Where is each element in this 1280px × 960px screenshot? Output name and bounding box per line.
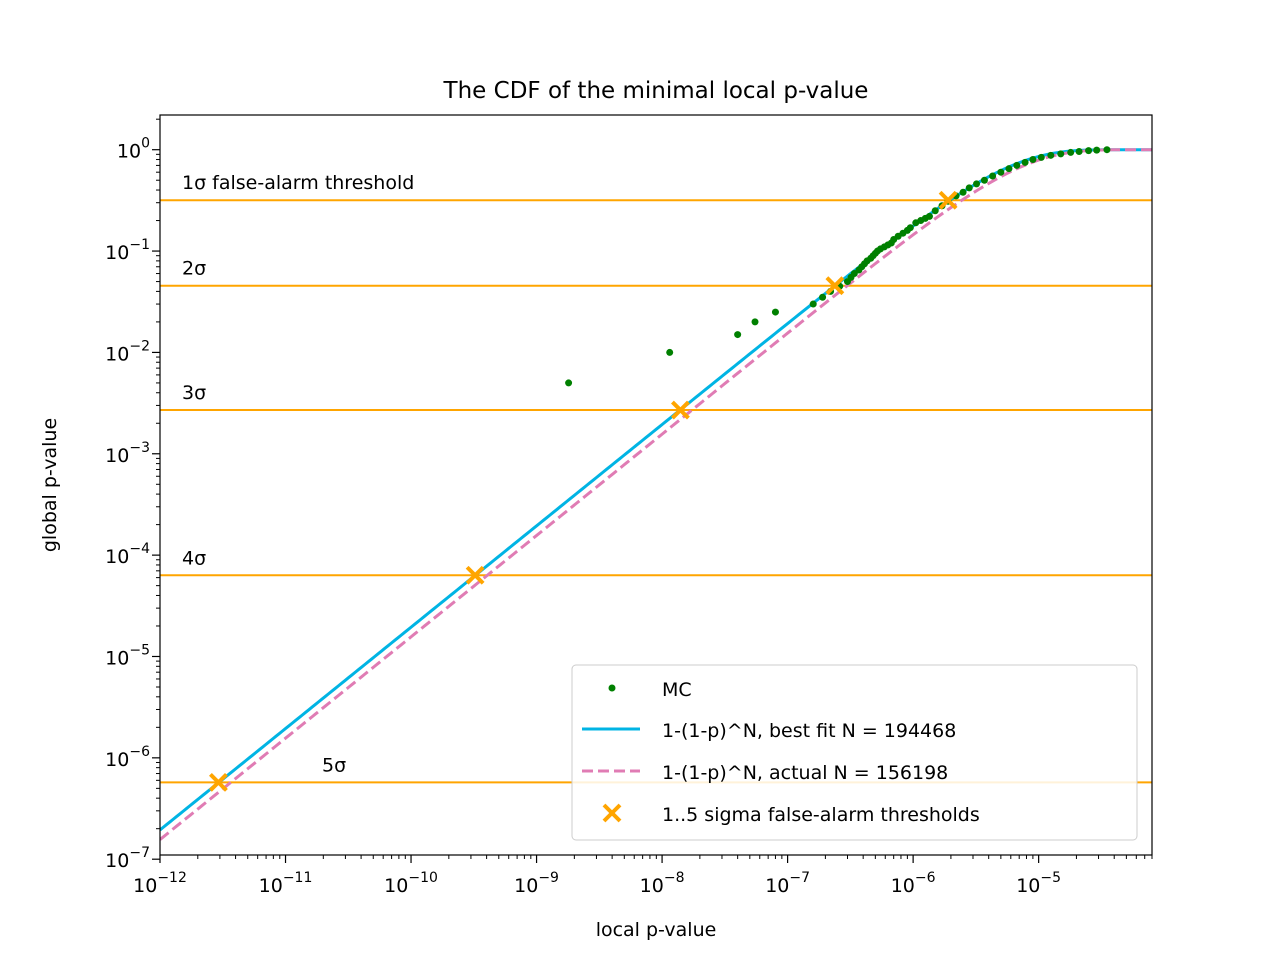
legend-box: [571, 664, 1138, 841]
x-tick-label-7: 10−5: [1016, 870, 1061, 897]
threshold-labels: 1σ false-alarm threshold 2σ 3σ 4σ 5σ: [182, 172, 414, 776]
mc-point-45: [1021, 158, 1029, 166]
legend-bestfit-label: 1-(1-p)^N, best fit N = 194468: [662, 720, 956, 742]
y-tick-label-7: 10−7: [105, 845, 150, 872]
mc-point-51: [1075, 148, 1083, 155]
x-tick-label-6: 10−6: [891, 870, 936, 897]
mc-point-33: [931, 207, 939, 215]
sigma-marker-1: [209, 772, 228, 792]
mc-point-5: [809, 300, 817, 308]
mc-points: [565, 146, 1111, 387]
mc-point-44: [1013, 161, 1021, 169]
sigma-markers: [209, 190, 958, 792]
mc-point-48: [1047, 151, 1055, 159]
x-axis-label: local p-value: [596, 919, 717, 941]
y-tick-label-3: 10−3: [105, 440, 150, 467]
x-tick-label-2: 10−10: [384, 870, 438, 897]
chart-title: The CDF of the minimal local p-value: [443, 78, 869, 104]
x-axis-ticks: 10−12 10−11 10−10 10−9 10−8 10−7 10−6 10−5: [133, 855, 1153, 897]
y-tick-label-1: 10−1: [105, 237, 150, 264]
sigma-marker-5: [938, 190, 958, 210]
y-tick-label-5: 10−5: [105, 642, 150, 669]
y-axis-label: global p-value: [39, 418, 61, 552]
x-tick-label-3: 10−9: [514, 870, 559, 897]
threshold-label-4: 4σ: [182, 547, 206, 569]
mc-point-39: [973, 180, 981, 188]
mc-point-53: [1093, 146, 1101, 154]
threshold-label-2: 2σ: [182, 258, 206, 280]
legend-mc-marker: [608, 684, 616, 692]
mc-point-0: [565, 379, 573, 387]
mc-point-4: [771, 308, 779, 316]
y-tick-label-0: 100: [117, 136, 150, 163]
legend-sigma-marker: [602, 803, 622, 823]
mc-point-3: [751, 318, 759, 326]
threshold-label-3: 3σ: [182, 382, 206, 404]
y-tick-label-4: 10−4: [105, 541, 150, 568]
mc-point-1: [666, 348, 674, 356]
mc-point-28: [906, 224, 914, 232]
x-tick-label-5: 10−7: [765, 870, 810, 897]
legend-mc-label: MC: [662, 679, 692, 701]
mc-point-50: [1067, 148, 1075, 156]
sigma-marker-4: [825, 276, 845, 296]
series-2-curve: [160, 148, 1152, 841]
mc-point-41: [989, 172, 997, 180]
threshold-label-5: 5σ: [322, 754, 346, 776]
mc-point-32: [925, 212, 933, 220]
sigma-marker-3: [671, 400, 690, 420]
legend: MC 1-(1-p)^N, best fit N = 194468 1-(1-p…: [571, 664, 1138, 841]
mc-point-37: [959, 188, 967, 196]
y-axis-ticks: 100 10−1 10−2 10−3 10−4 10−5 10−6 10−7: [105, 118, 160, 872]
mc-point-54: [1103, 146, 1111, 154]
mc-point-52: [1085, 147, 1093, 155]
mc-point-42: [997, 168, 1005, 176]
mc-point-43: [1005, 165, 1013, 173]
mc-point-2: [734, 331, 742, 339]
y-tick-label-6: 10−6: [105, 744, 150, 771]
mc-point-47: [1037, 153, 1045, 161]
mc-point-49: [1057, 150, 1065, 158]
legend-actual-label: 1-(1-p)^N, actual N = 156198: [662, 762, 948, 784]
mc-point-6: [819, 293, 827, 301]
mc-point-46: [1029, 156, 1037, 164]
mc-point-40: [980, 176, 988, 184]
x-tick-label-4: 10−8: [640, 870, 685, 897]
threshold-label-1: 1σ false-alarm threshold: [182, 172, 414, 194]
x-tick-label-1: 10−11: [259, 870, 313, 897]
sigma-marker-2: [465, 565, 485, 585]
legend-sigma-label: 1..5 sigma false-alarm thresholds: [662, 804, 980, 826]
mc-point-38: [965, 184, 973, 192]
y-tick-label-2: 10−2: [105, 338, 150, 365]
x-tick-label-0: 10−12: [133, 870, 187, 897]
